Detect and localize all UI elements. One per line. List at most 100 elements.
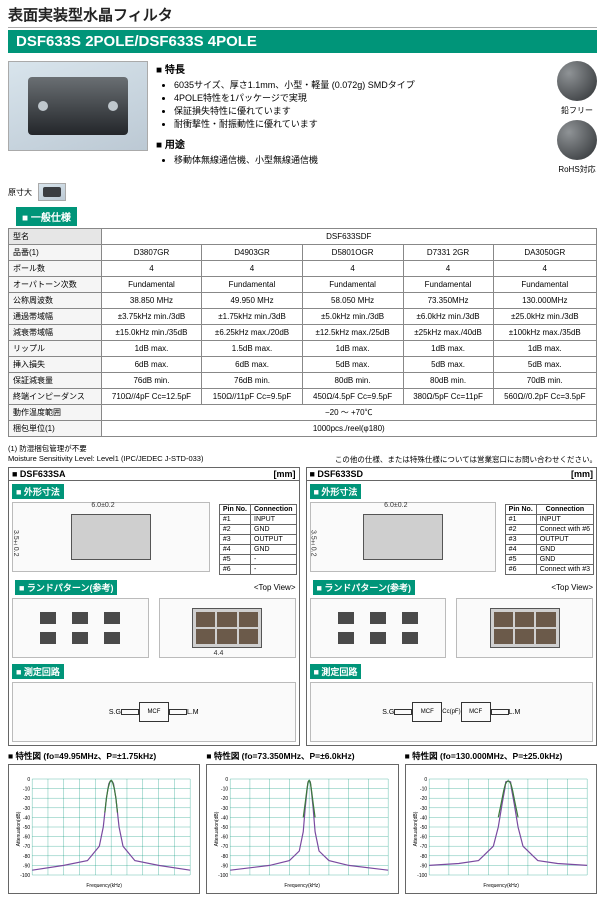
svg-text:-70: -70 xyxy=(420,844,427,850)
svg-text:-80: -80 xyxy=(420,854,427,860)
spec-section: ■ 一般仕様 型名DSF633SDF品番(1)D3807GRD4903GRD58… xyxy=(0,207,605,441)
table-cell: 76dB min. xyxy=(202,373,302,389)
table-cell: ±15.0kHz min./35dB xyxy=(101,325,202,341)
spec-table: 型名DSF633SDF品番(1)D3807GRD4903GRD5801OGRD7… xyxy=(8,228,597,437)
svg-text:-90: -90 xyxy=(420,863,427,869)
table-cell: #4 xyxy=(219,545,250,555)
actual-size-ref: 原寸大 xyxy=(0,183,605,207)
resistor-icon xyxy=(491,709,509,715)
circuit-heading-sd: ■ 測定回路 xyxy=(310,664,362,679)
product-bar: DSF633S 2POLE/DSF633S 4POLE xyxy=(8,30,597,53)
table-cell: #4 xyxy=(505,545,536,555)
features-heading: ■ 特長 xyxy=(156,61,549,76)
table-cell: ±3.75kHz min./3dB xyxy=(101,309,202,325)
col-sa-name: ■ DSF633SA xyxy=(12,469,65,479)
table-cell: 70dB min. xyxy=(493,373,596,389)
chart-plot: -100-90-80-70-60-50-40-30-20-100Frequenc… xyxy=(8,764,200,894)
size-ref-label: 原寸大 xyxy=(8,187,32,198)
svg-text:-40: -40 xyxy=(221,815,228,821)
table-cell: #3 xyxy=(219,535,250,545)
svg-text:-40: -40 xyxy=(23,815,30,821)
table-cell: 動作温度範囲 xyxy=(9,405,102,421)
table-cell: 4 xyxy=(302,261,403,277)
table-cell: 58.050 MHz xyxy=(302,293,403,309)
compliance-icons: 鉛フリー RoHS対応 xyxy=(557,61,597,175)
features-list: 6035サイズ、厚さ1.1mm、小型・軽量 (0.072g) SMDタイプ4PO… xyxy=(174,78,549,130)
feature-item: 耐衝撃性・耐振動性に優れています xyxy=(174,117,549,130)
table-cell: GND xyxy=(251,545,297,555)
svg-text:Frequency(kHz): Frequency(kHz) xyxy=(285,883,321,889)
table-cell: 通過帯域幅 xyxy=(9,309,102,325)
table-cell: #1 xyxy=(219,515,250,525)
svg-text:-60: -60 xyxy=(221,835,228,841)
resistor-icon xyxy=(394,709,412,715)
table-cell: 1dB max. xyxy=(302,341,403,357)
table-cell: #5 xyxy=(219,555,250,565)
table-cell: 38.850 MHz xyxy=(101,293,202,309)
table-cell: 1dB max. xyxy=(493,341,596,357)
mcf-block-sa: MCF xyxy=(139,702,169,722)
table-cell: 1dB max. xyxy=(101,341,202,357)
table-cell: OUTPUT xyxy=(251,535,297,545)
circuit-diagram-sa: S.G MCF L.M xyxy=(12,682,296,742)
table-cell: 挿入損失 xyxy=(9,357,102,373)
table-cell: Pin No. xyxy=(505,505,536,515)
table-cell: Connect with #3 xyxy=(536,565,593,575)
outline-heading-sa: ■ 外形寸法 xyxy=(12,484,64,499)
top-row: ■ 特長 6035サイズ、厚さ1.1mm、小型・軽量 (0.072g) SMDタ… xyxy=(0,53,605,183)
outline-diagram-sd: 6.0±0.2 3.5±0.2 xyxy=(310,502,496,572)
svg-text:Frequency(kHz): Frequency(kHz) xyxy=(483,883,519,889)
svg-text:Attenuation(dB): Attenuation(dB) xyxy=(16,811,22,846)
table-cell: 4 xyxy=(493,261,596,277)
svg-text:-10: -10 xyxy=(420,787,427,793)
land-heading-sa: ■ ランドパターン(参考) xyxy=(15,580,117,595)
table-cell: ±5.0kHz min./3dB xyxy=(302,309,403,325)
table-cell: INPUT xyxy=(536,515,593,525)
svg-text:-80: -80 xyxy=(221,854,228,860)
svg-text:-100: -100 xyxy=(20,873,30,879)
table-cell: Fundamental xyxy=(202,277,302,293)
topview-sa: <Top View> xyxy=(254,583,296,592)
table-cell: Fundamental xyxy=(493,277,596,293)
land-heading-sd: ■ ランドパターン(参考) xyxy=(313,580,415,595)
table-cell: D4903GR xyxy=(202,245,302,261)
dim-w-sd: 6.0±0.2 xyxy=(384,502,407,509)
chart-plot: -100-90-80-70-60-50-40-30-20-100Frequenc… xyxy=(206,764,398,894)
column-sd: ■ DSF633SD [mm] ■ 外形寸法 6.0±0.2 3.5±0.2 P… xyxy=(306,467,598,746)
table-cell: ポール数 xyxy=(9,261,102,277)
table-cell: #1 xyxy=(505,515,536,525)
table-cell: 減衰帯域幅 xyxy=(9,325,102,341)
table-cell: 品番(1) xyxy=(9,245,102,261)
table-cell: Connection xyxy=(536,505,593,515)
applications-heading: ■ 用途 xyxy=(156,136,549,151)
table-cell: GND xyxy=(536,555,593,565)
svg-text:-100: -100 xyxy=(417,873,427,879)
table-cell: 80dB min. xyxy=(302,373,403,389)
table-cell: 5dB max. xyxy=(403,357,493,373)
resistor-icon xyxy=(121,709,139,715)
table-cell: −20 ～ +70℃ xyxy=(101,405,596,421)
table-cell: 1.5dB max. xyxy=(202,341,302,357)
table-cell: 公称周波数 xyxy=(9,293,102,309)
table-cell: #2 xyxy=(505,525,536,535)
circuit-heading-sa: ■ 測定回路 xyxy=(12,664,64,679)
table-cell: 560Ω//0.2pF Cc=3.5pF xyxy=(493,389,596,405)
col-sa-header: ■ DSF633SA [mm] xyxy=(9,468,299,481)
spec-notes: (1) 防湿梱包管理が不要 Moisture Sensitivity Level… xyxy=(0,441,605,467)
feature-item: 保証損失特性に優れています xyxy=(174,104,549,117)
svg-text:Attenuation(dB): Attenuation(dB) xyxy=(214,811,220,846)
svg-text:-40: -40 xyxy=(420,815,427,821)
chart-box: ■ 特性図 (fo=130.000MHz、P=±25.0kHz)-100-90-… xyxy=(405,750,597,894)
table-cell: 76dB min. xyxy=(101,373,202,389)
table-cell: Pin No. xyxy=(219,505,250,515)
table-cell: 1dB max. xyxy=(403,341,493,357)
table-cell: リップル xyxy=(9,341,102,357)
svg-text:-60: -60 xyxy=(420,835,427,841)
sg-label-sd: S.G xyxy=(382,709,394,716)
package-columns: ■ DSF633SA [mm] ■ 外形寸法 6.0±0.2 3.5±0.2 P… xyxy=(0,467,605,746)
svg-text:-90: -90 xyxy=(221,863,228,869)
cc-label-sd: Cc(pF) xyxy=(442,709,460,715)
pin-table-sa: Pin No.Connection#1INPUT#2GND#3OUTPUT#4G… xyxy=(219,504,297,575)
svg-text:Frequency(kHz): Frequency(kHz) xyxy=(86,883,122,889)
land-diagram-sd xyxy=(456,598,593,658)
